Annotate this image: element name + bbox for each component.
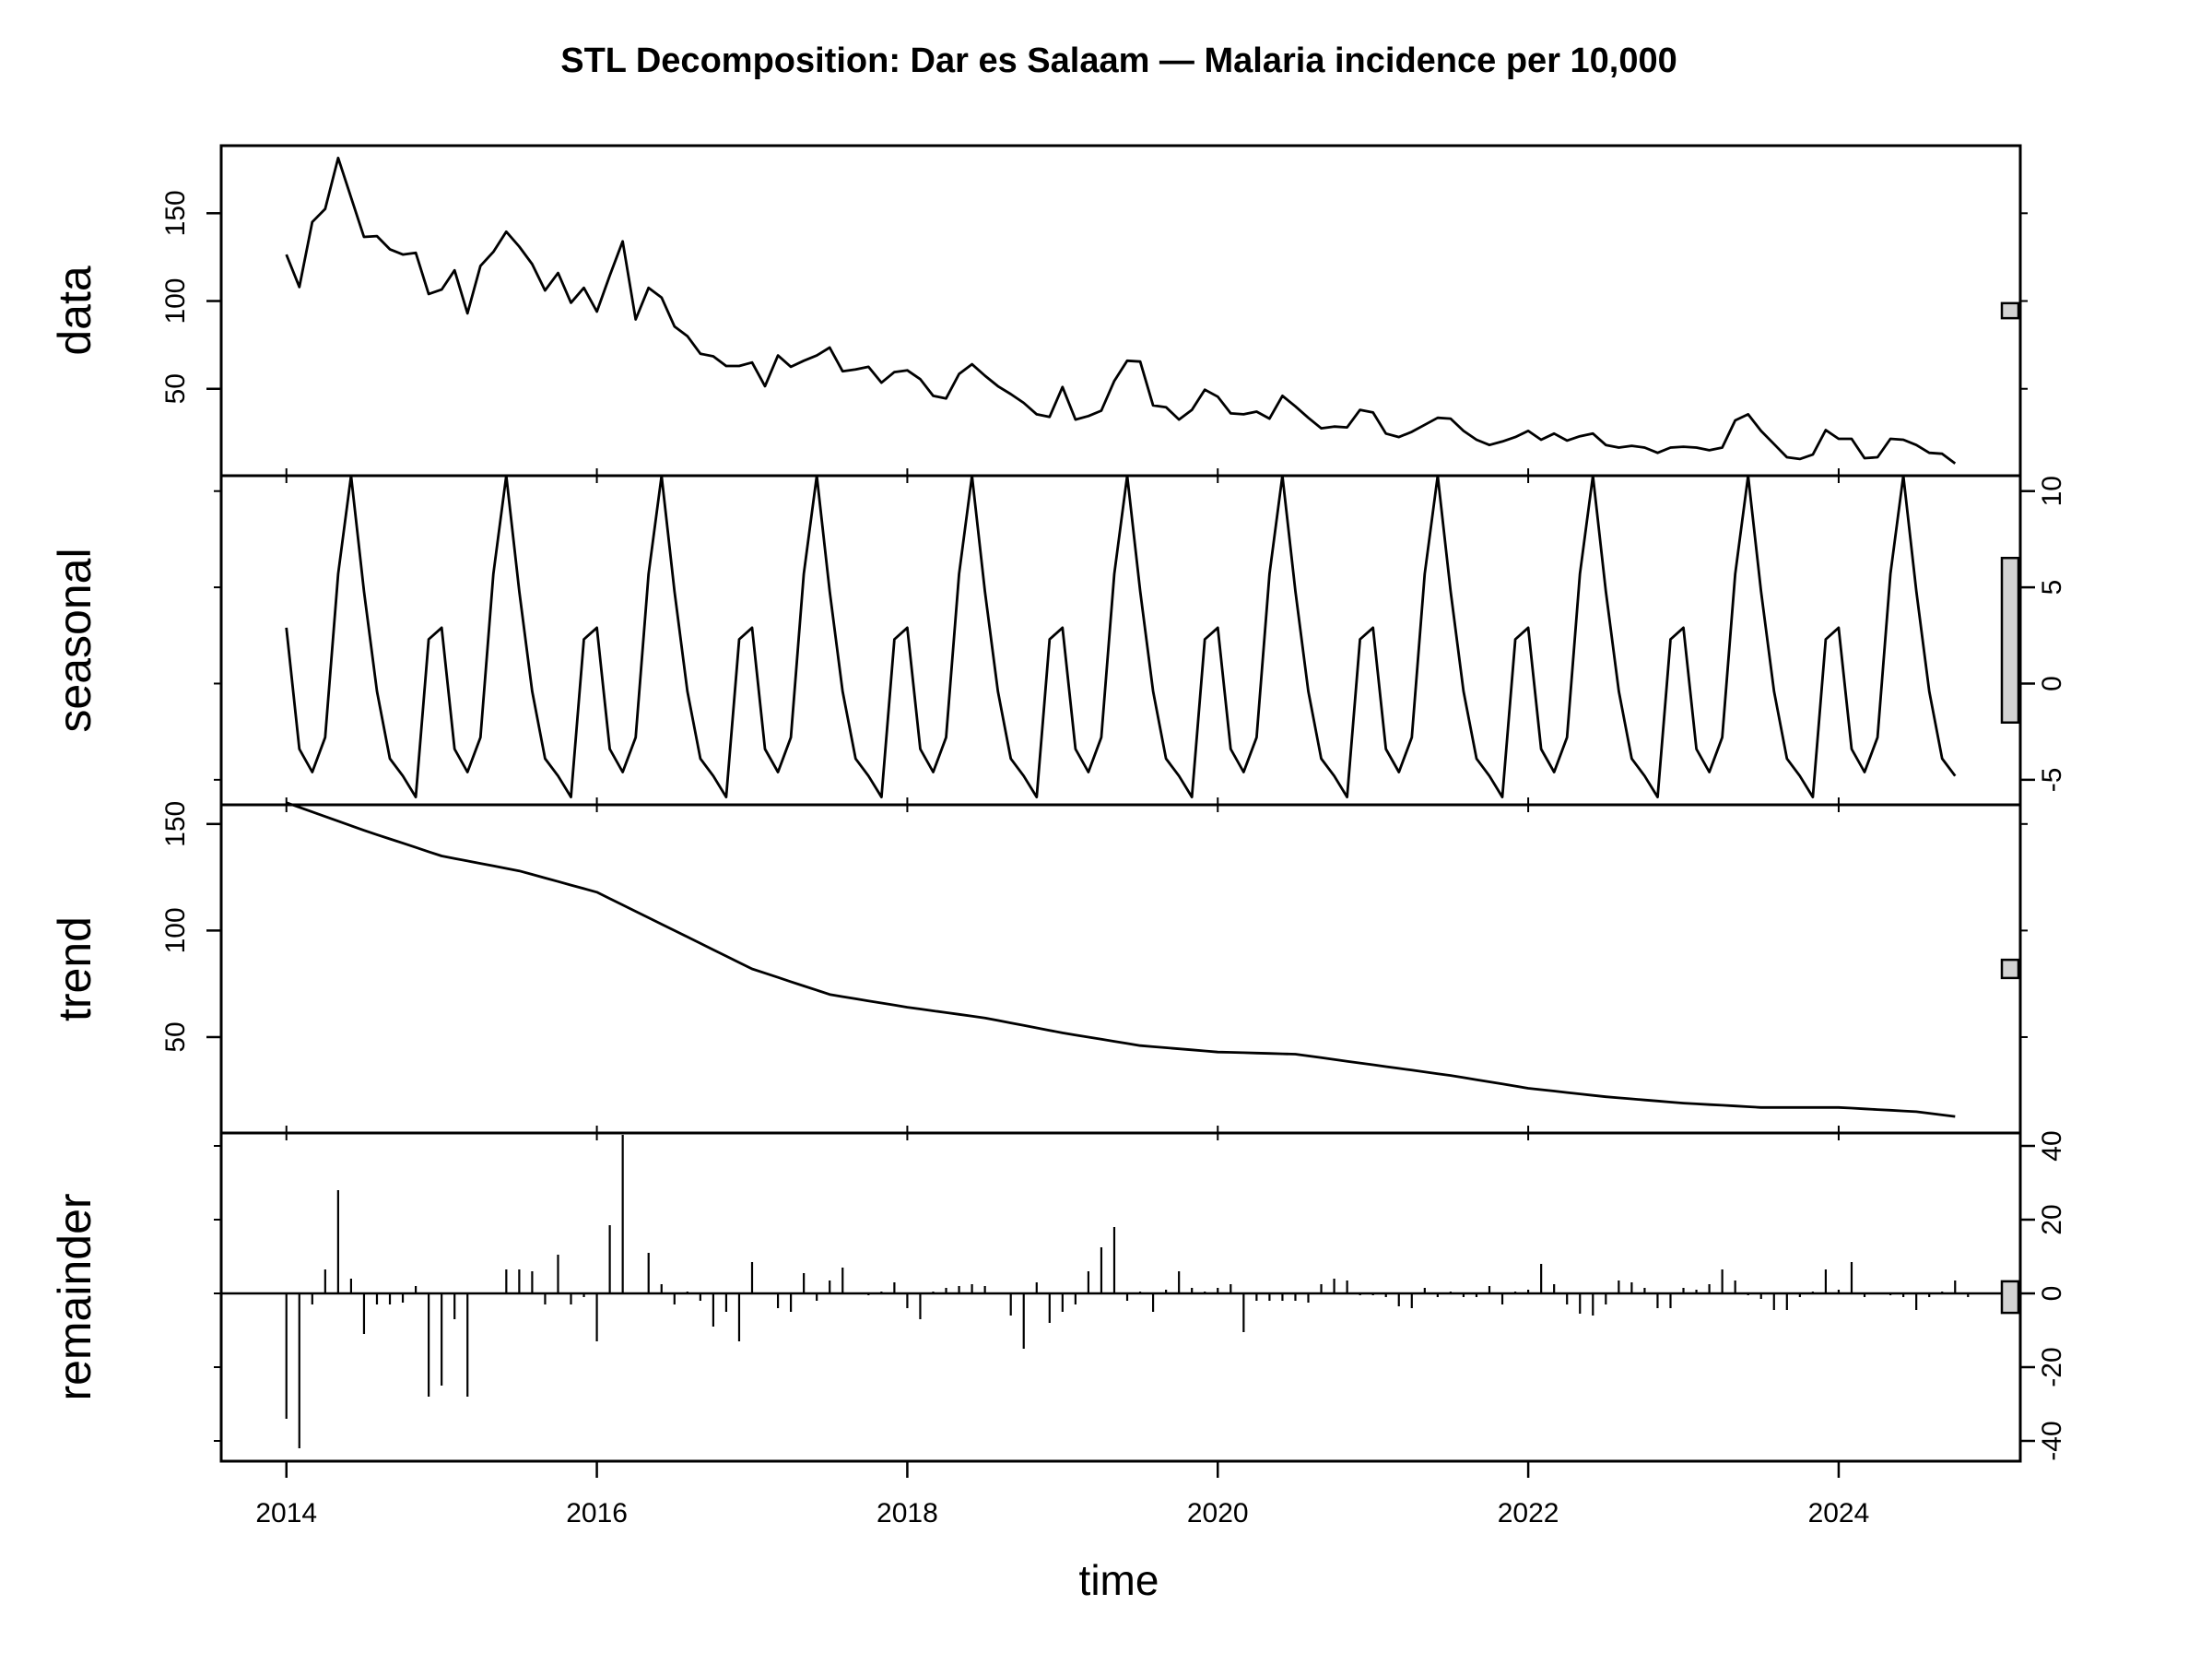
trend-series-line <box>286 801 1956 1118</box>
remainder-tick-label: -40 <box>2037 1421 2067 1460</box>
seasonal-tick-label: 10 <box>2037 476 2067 506</box>
remainder-tick-label: 0 <box>2037 1286 2067 1302</box>
seasonal-tick-label: -5 <box>2037 768 2067 793</box>
trend-scale-bar <box>2000 958 2020 980</box>
data-scale-bar <box>2000 301 2020 320</box>
x-tick-label: 2018 <box>877 1498 938 1528</box>
remainder-axis-label: remainder <box>49 1193 100 1400</box>
panel-data: 50 100 150 data <box>49 144 2028 483</box>
x-tick-label: 2024 <box>1808 1498 1870 1528</box>
seasonal-tick-label: 0 <box>2037 676 2067 691</box>
seasonal-axis-label: seasonal <box>49 548 100 732</box>
remainder-tick-label: -20 <box>2037 1347 2067 1387</box>
data-tick-label: 50 <box>160 373 191 404</box>
remainder-panel-frame <box>219 1131 2022 1463</box>
data-tick-label: 100 <box>160 277 191 324</box>
seasonal-series-line <box>285 474 1957 798</box>
x-tick-label: 2016 <box>566 1498 628 1528</box>
trend-tick-label: 50 <box>160 1021 191 1052</box>
trend-tick-label: 100 <box>160 907 191 953</box>
x-axis-label: time <box>1079 1556 1159 1604</box>
x-tick-label: 2020 <box>1187 1498 1249 1528</box>
trend-panel-frame <box>219 803 2022 1135</box>
data-axis-label: data <box>49 266 100 356</box>
panel-seasonal: -5 0 5 10 seasonal <box>49 474 2067 812</box>
seasonal-tick-label: 5 <box>2037 580 2067 596</box>
trend-tick-label: 150 <box>160 801 191 847</box>
panel-trend: 50 100 150 trend <box>49 801 2028 1140</box>
remainder-tick-label: 20 <box>2037 1204 2067 1234</box>
chart-title: STL Decomposition: Dar es Salaam — Malar… <box>560 41 1677 80</box>
data-tick-label: 150 <box>160 190 191 236</box>
panel-remainder: -40 -20 0 20 40 remainder <box>49 1130 2067 1463</box>
x-tick-label: 2014 <box>255 1498 317 1528</box>
data-panel-frame <box>219 144 2022 478</box>
data-series-line <box>285 156 1957 465</box>
remainder-tick-label: 40 <box>2037 1130 2067 1161</box>
remainder-scale-bar <box>2000 1280 2020 1315</box>
trend-axis-label: trend <box>49 916 100 1021</box>
seasonal-scale-bar <box>2000 557 2020 724</box>
x-tick-label: 2022 <box>1498 1498 1559 1528</box>
